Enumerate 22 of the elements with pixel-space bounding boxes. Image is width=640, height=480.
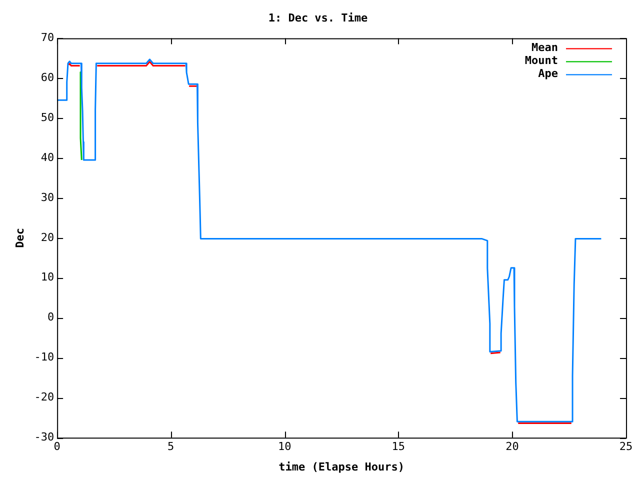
legend-label: Mean [532,41,558,54]
y-tick-label: 20 [40,230,54,244]
x-tick-label: 5 [168,440,174,454]
x-tick-label: 15 [392,440,406,454]
x-tick-label: 10 [278,440,292,454]
x-tick-label: 25 [619,440,633,454]
y-tick-label: 60 [40,71,54,84]
y-tick-label: -20 [34,390,54,404]
y-tick-label: 10 [40,270,54,284]
y-tick-label: 30 [40,190,54,204]
y-tick-label: -30 [34,430,54,444]
x-tick-label: 20 [506,440,519,454]
x-axis-title: time (Elapse Hours) [278,460,404,474]
y-axis-title: Dec [13,228,26,248]
legend-label: Mount [524,54,558,68]
y-tick-label: 50 [40,110,54,124]
legend-label: Ape [538,67,558,80]
y-tick-label: -10 [34,350,54,364]
y-tick-label: 70 [40,31,54,44]
y-tick-label: 0 [47,310,54,324]
y-tick-label: 40 [40,150,54,164]
chart-title: 1: Dec vs. Time [268,11,368,24]
